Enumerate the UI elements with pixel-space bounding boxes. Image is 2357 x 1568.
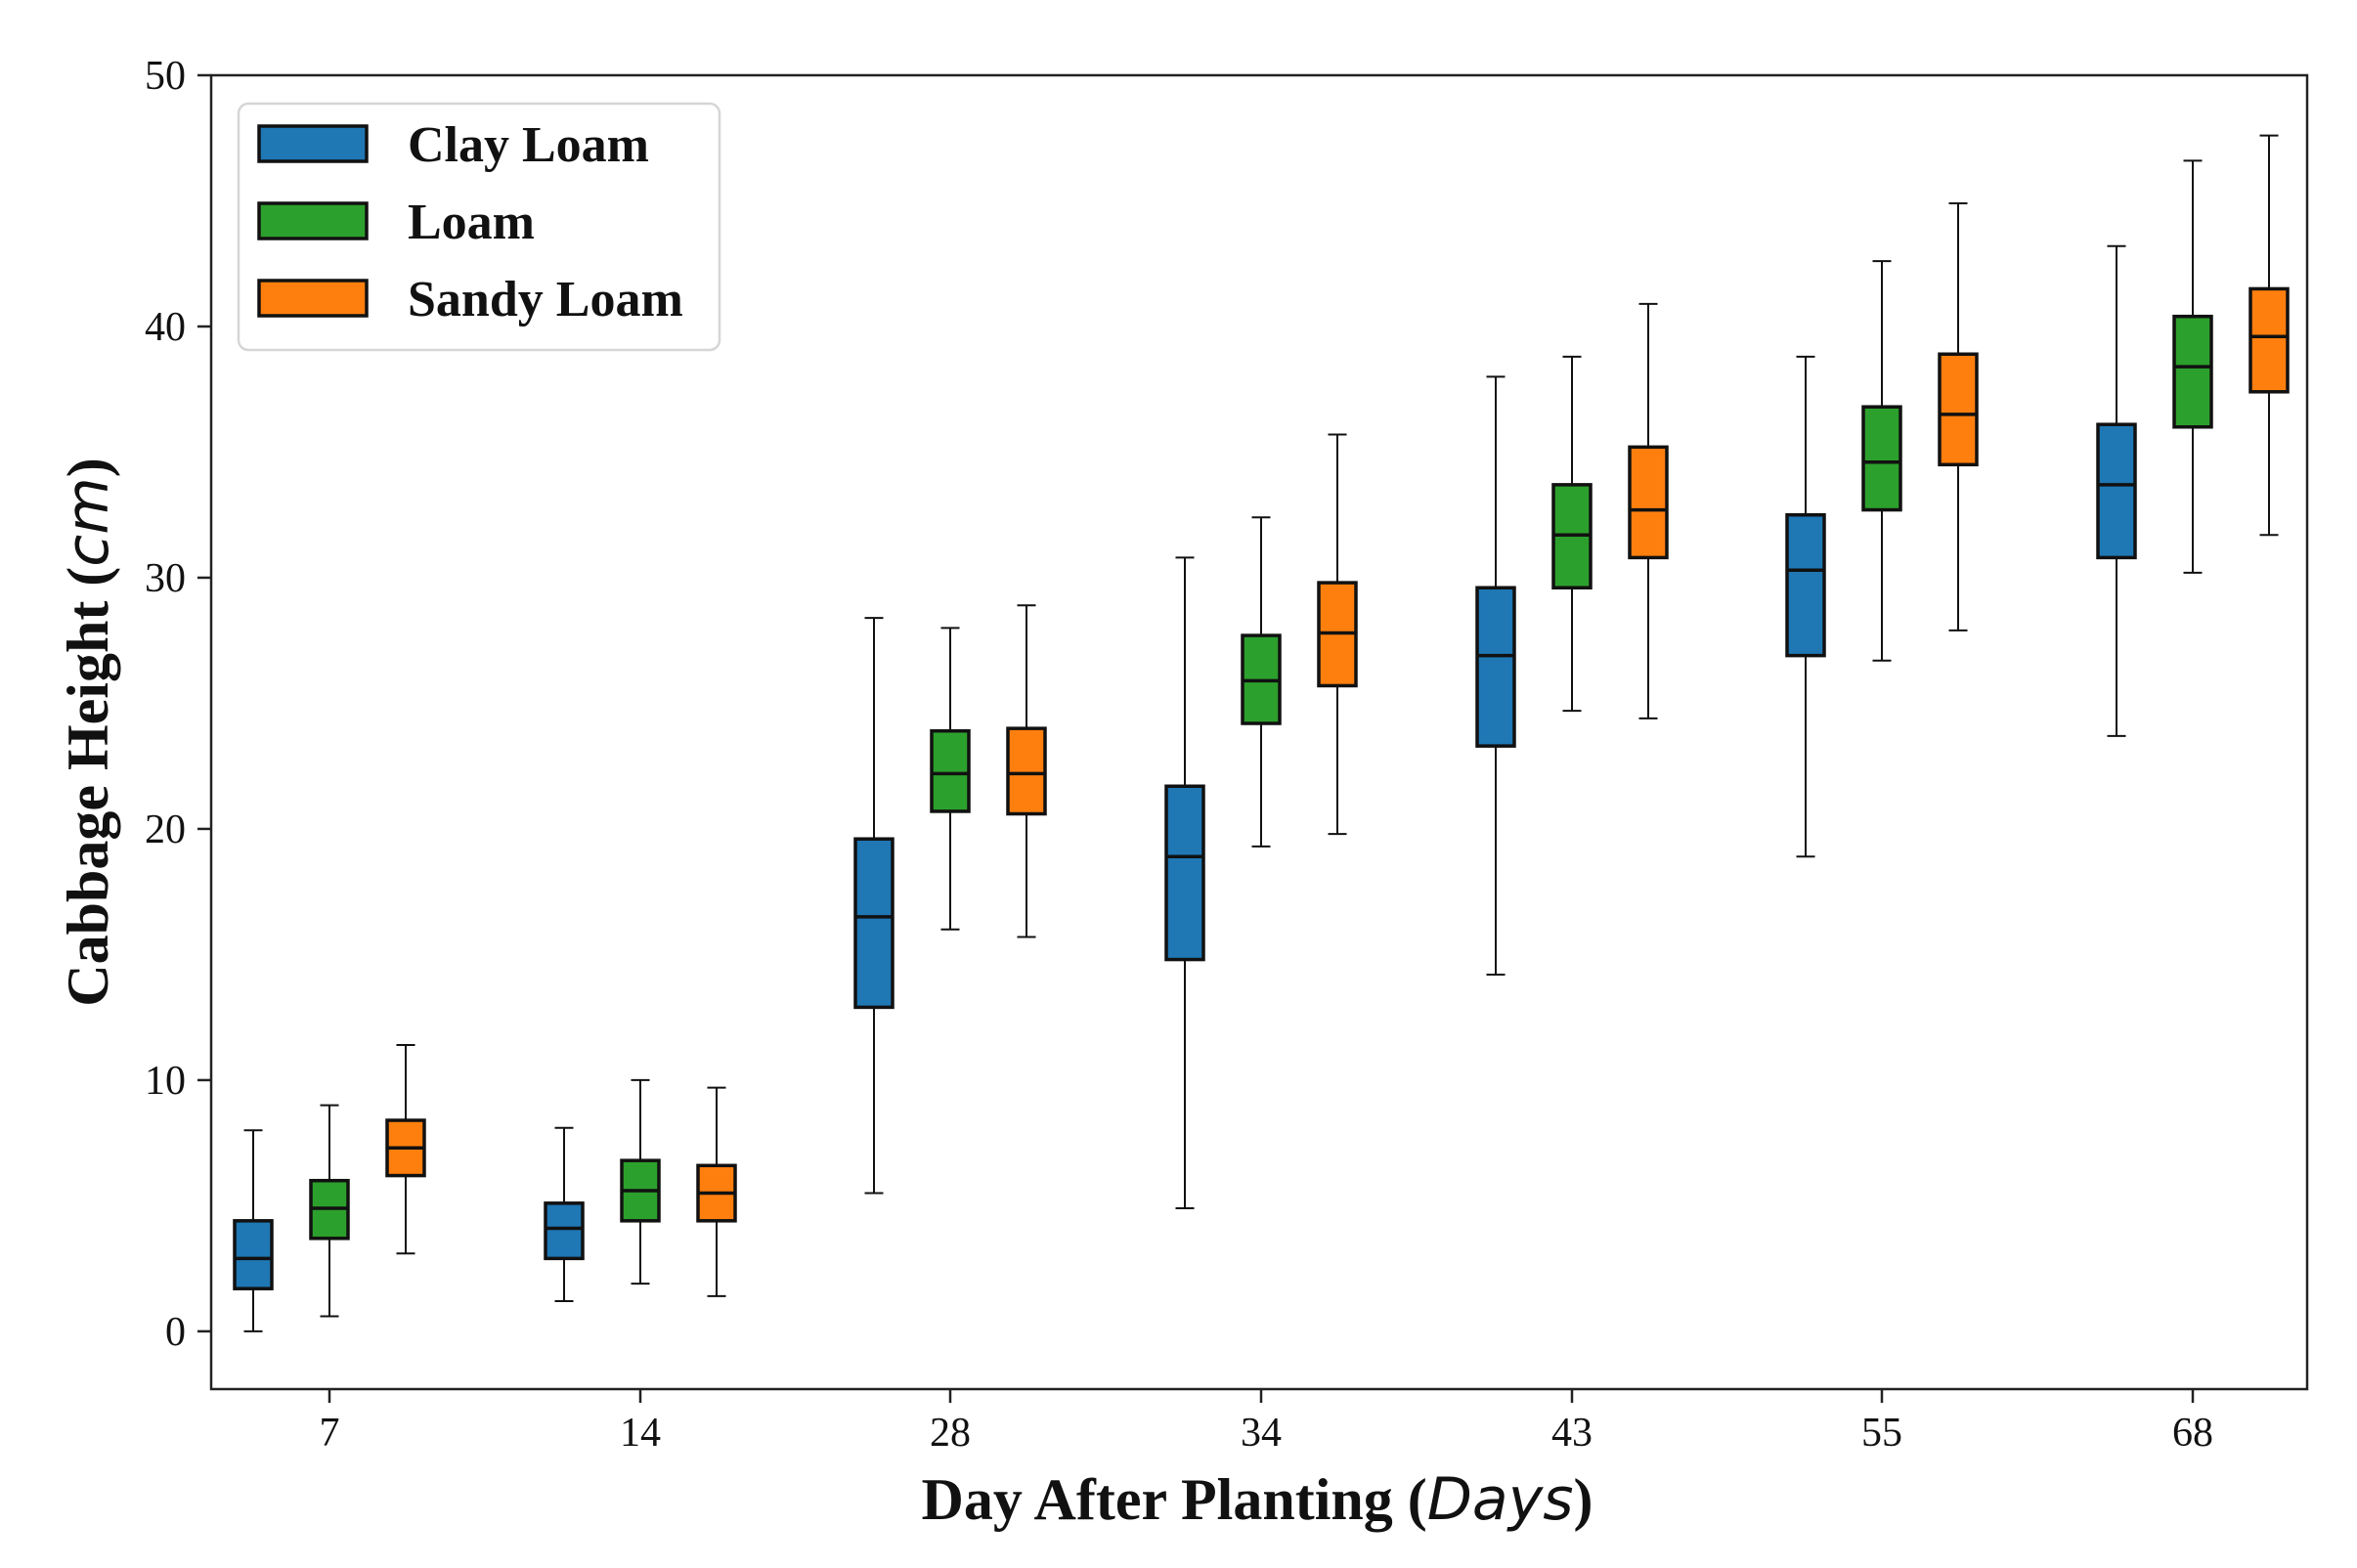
iqr-box [853, 837, 895, 1010]
box-clay-loam-day-43 [1475, 375, 1516, 976]
box-clay-loam-day-7 [233, 1129, 274, 1332]
legend-item-sandy-loam: Sandy Loam [257, 272, 683, 327]
box-sandy-loam-day-55 [1938, 202, 1979, 632]
iqr-box [2172, 314, 2213, 429]
box-sandy-loam-day-14 [696, 1086, 737, 1297]
iqr-box [1938, 352, 1979, 467]
legend-swatch [257, 124, 369, 163]
iqr-box [1861, 405, 1902, 512]
box-loam-day-34 [1241, 516, 1282, 848]
y-tick-label: 20 [145, 807, 186, 852]
y-axis-title-paren-close: ) [56, 457, 120, 477]
x-tick-label: 55 [1861, 1411, 1902, 1456]
y-axis-title-text: Cabbage Height [56, 601, 120, 1007]
iqr-box [233, 1219, 274, 1290]
box-sandy-loam-day-28 [1006, 604, 1047, 938]
iqr-box [544, 1201, 585, 1261]
box-clay-loam-day-14 [544, 1126, 585, 1303]
x-tick-label: 28 [930, 1411, 971, 1456]
box-clay-loam-day-68 [2096, 244, 2137, 737]
series-loam [309, 159, 2213, 1318]
iqr-box [1785, 512, 1826, 658]
y-tick-label: 0 [165, 1310, 186, 1355]
x-axis-title-paren-open: ( [1393, 1467, 1427, 1532]
box-loam-day-43 [1551, 355, 1593, 713]
y-tick-label: 50 [145, 54, 186, 99]
x-tick-label: 34 [1241, 1411, 1282, 1456]
box-series-layer [233, 134, 2290, 1332]
y-tick-label: 10 [145, 1059, 186, 1104]
y-axis-title: Cabbage Height (cm) [54, 457, 122, 1006]
box-loam-day-14 [620, 1078, 661, 1285]
legend-item-loam: Loam [257, 195, 535, 250]
x-axis-title-unit: Days [1427, 1465, 1574, 1534]
y-tick-label: 40 [145, 305, 186, 350]
legend-swatch [257, 201, 369, 240]
iqr-box [1006, 726, 1047, 816]
y-axis-title-unit: cm [54, 477, 122, 566]
x-tick-label: 14 [620, 1411, 661, 1456]
y-axis: 0 10 20 30 40 50 [145, 54, 211, 1355]
x-tick-label: 7 [320, 1411, 340, 1456]
iqr-box [1628, 445, 1669, 560]
x-tick-label: 43 [1551, 1411, 1593, 1456]
legend: Clay Loam Loam Sandy Loam [237, 102, 721, 352]
x-tick-label: 68 [2172, 1411, 2213, 1456]
iqr-box [930, 728, 971, 813]
box-loam-day-55 [1861, 260, 1902, 662]
legend-label: Clay Loam [408, 117, 649, 173]
box-loam-day-28 [930, 627, 971, 931]
box-loam-day-7 [309, 1104, 350, 1318]
series-clay-loam [233, 244, 2137, 1332]
box-clay-loam-day-55 [1785, 355, 1826, 858]
y-axis-title-paren-open: ( [56, 567, 120, 601]
series-sandy-loam [385, 134, 2290, 1297]
legend-label: Sandy Loam [408, 272, 683, 327]
x-axis-title-text: Day After Planting [922, 1467, 1393, 1532]
legend-swatch [257, 279, 369, 318]
iqr-box [1164, 784, 1205, 962]
y-tick-label: 30 [145, 556, 186, 601]
plot-area-frame [209, 73, 2309, 1391]
box-sandy-loam-day-7 [385, 1043, 426, 1255]
x-axis: 7 14 28 34 43 55 68 [320, 1389, 2213, 1456]
x-axis-title-paren-close: ) [1573, 1467, 1593, 1532]
iqr-box [2096, 422, 2137, 560]
legend-label: Loam [408, 195, 535, 250]
legend-item-clay-loam: Clay Loam [257, 117, 649, 173]
box-clay-loam-day-28 [853, 617, 895, 1195]
box-clay-loam-day-34 [1164, 556, 1205, 1209]
box-sandy-loam-day-34 [1317, 433, 1358, 836]
legend-items: Clay Loam Loam Sandy Loam [257, 117, 683, 327]
x-axis-title: Day After Planting (Days) [922, 1465, 1593, 1534]
box-sandy-loam-day-43 [1628, 302, 1669, 719]
box-sandy-loam-day-68 [2248, 134, 2290, 537]
box-loam-day-68 [2172, 159, 2213, 574]
iqr-box [1475, 586, 1516, 748]
iqr-box [2248, 286, 2290, 394]
